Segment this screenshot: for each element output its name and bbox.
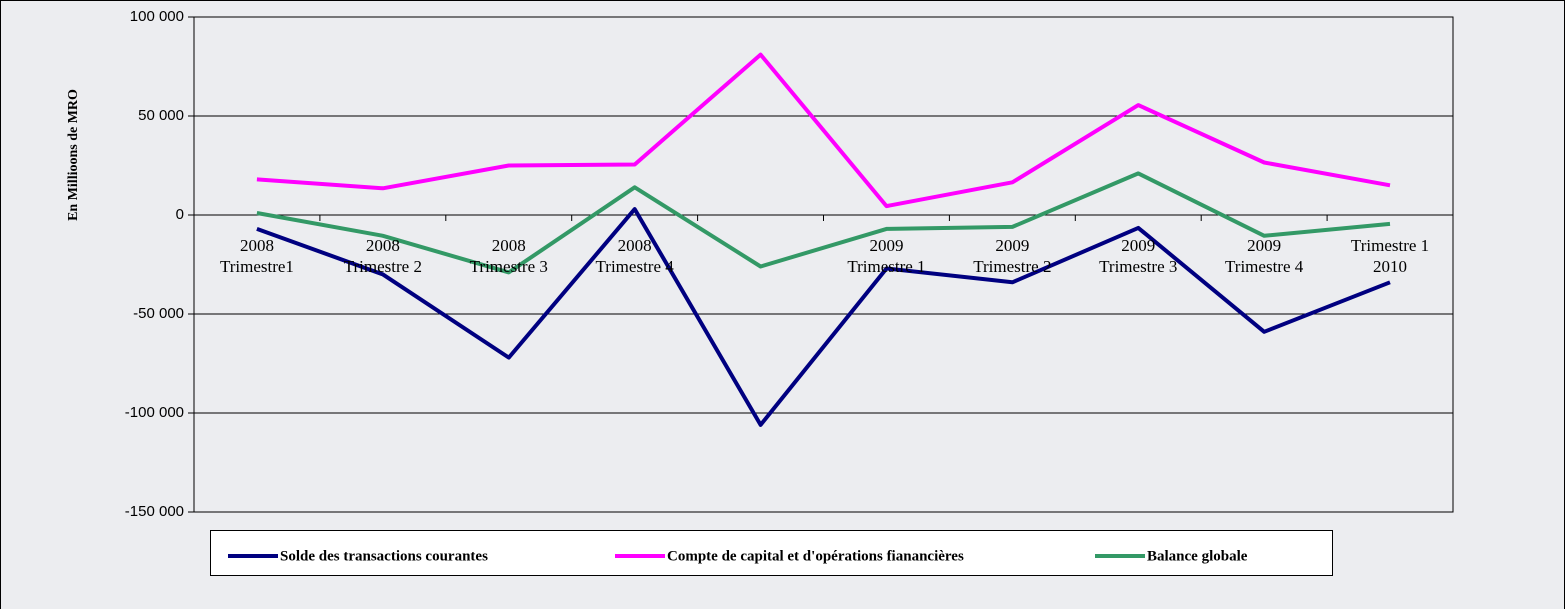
x-tick-label: 2008 Trimestre 2: [343, 236, 422, 276]
y-axis-label: En Millioons de MRO: [66, 89, 81, 221]
x-tick-label: 2009 Trimestre 2: [973, 236, 1052, 276]
legend-box: [210, 530, 1333, 576]
legend-label: Balance globale: [1147, 548, 1248, 564]
x-tick-label: 2009 Trimestre 1: [847, 236, 926, 276]
series-line: [256, 52, 1391, 209]
x-tick-label: 2008 Trimestre 3: [469, 236, 548, 276]
x-tick-label: 2008 Trimestre1: [219, 236, 294, 276]
x-tick-label: 2009 Trimestre 3: [1099, 236, 1178, 276]
plot-border: [193, 16, 1454, 513]
y-tick-label: -50 000: [133, 305, 184, 322]
series-line: [256, 207, 1391, 427]
x-tick-label: 2008 Trimestre 4: [595, 236, 674, 276]
x-tick-label: Trimestre 1 2010: [1350, 236, 1430, 276]
legend-label: Compte de capital et d'opérations fianan…: [667, 548, 964, 564]
x-tick-label: 2009 Trimestre 4: [1225, 236, 1304, 276]
y-tick-label: -150 000: [125, 503, 184, 520]
legend-label: Solde des transactions courantes: [280, 548, 488, 564]
y-tick-label: -100 000: [125, 404, 184, 421]
y-tick-label: 100 000: [130, 8, 184, 25]
series-line: [256, 171, 1391, 275]
y-tick-label: 0: [176, 206, 184, 223]
y-tick-label: 50 000: [138, 107, 184, 124]
